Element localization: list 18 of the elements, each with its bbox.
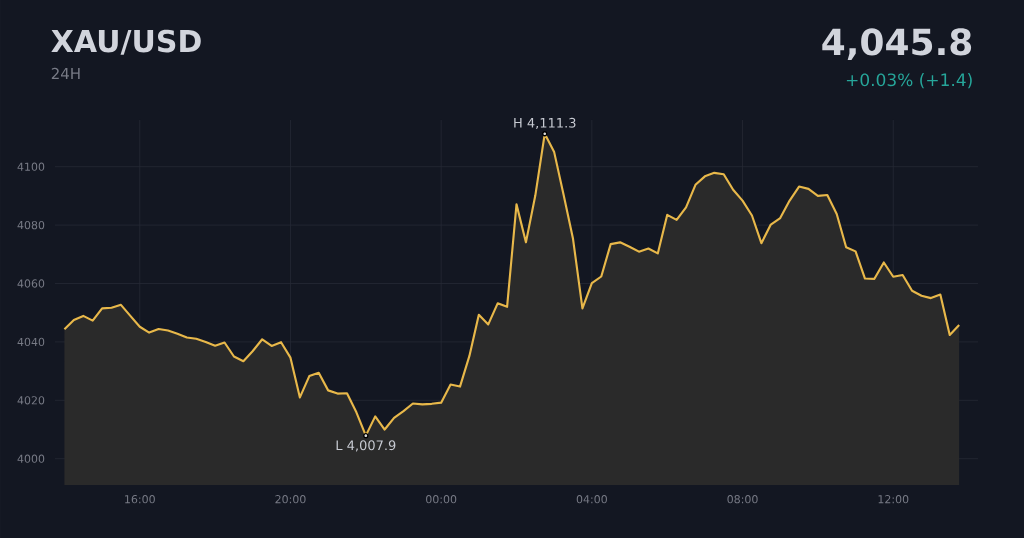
text: +0.03% (+1.4) xyxy=(846,73,972,89)
chart-title: XAU/USD xyxy=(51,29,201,55)
x-tick-label: 20:00 xyxy=(275,495,306,504)
x-tick-label: 12:00 xyxy=(878,495,909,504)
x-tick-label: 16:00 xyxy=(125,495,155,504)
y-tick-label: 4060 xyxy=(17,279,45,288)
y-tick-label: 4000 xyxy=(17,454,45,463)
y-tick-label: 4100 xyxy=(17,162,45,171)
x-tick-label: 00:00 xyxy=(426,495,457,504)
x-tick-label: 04:00 xyxy=(576,495,607,504)
annotation: L 4,007.9 xyxy=(336,440,396,452)
y-tick-label: 4080 xyxy=(17,220,45,230)
chart-subtitle: 24H xyxy=(51,67,80,79)
y-tick-label: 4020 xyxy=(17,396,45,405)
text: 4,045.8 xyxy=(822,28,972,61)
x-tick-label: 08:00 xyxy=(727,495,758,504)
y-tick-label: 4040 xyxy=(17,337,45,347)
annotation: H 4,111.3 xyxy=(514,117,576,129)
